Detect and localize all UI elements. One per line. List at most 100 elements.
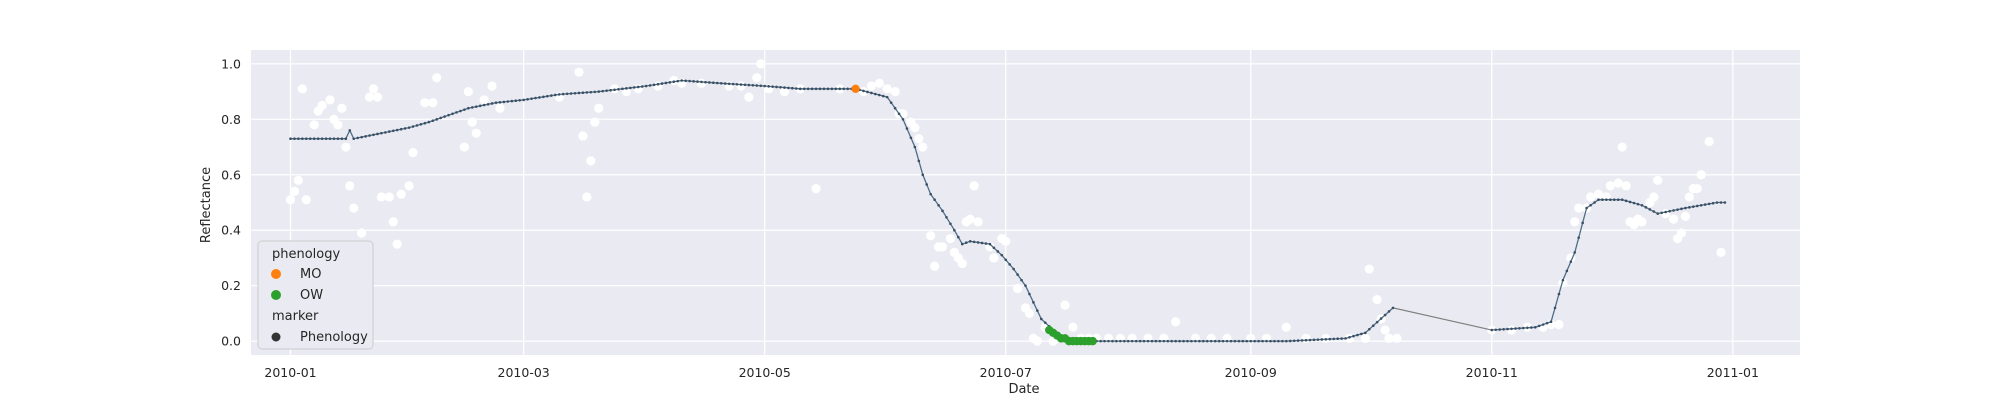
legend: phenology MO OW marker Phenology <box>257 240 374 350</box>
smoothed-point <box>1620 198 1624 202</box>
raw-point <box>918 142 928 152</box>
raw-point <box>937 242 948 252</box>
smoothed-point <box>1680 207 1683 211</box>
smoothed-point <box>636 85 640 89</box>
raw-point <box>1301 333 1311 343</box>
smoothed-point <box>921 173 925 177</box>
smoothed-point <box>1597 198 1600 202</box>
smoothed-point <box>755 84 759 87</box>
smoothed-point <box>364 135 367 138</box>
smoothed-point <box>1522 326 1525 330</box>
smoothed-point <box>577 91 581 95</box>
smoothed-point <box>743 83 747 87</box>
smoothed-point <box>889 101 893 104</box>
raw-point <box>384 192 394 202</box>
smoothed-point <box>1605 198 1608 202</box>
raw-point <box>1001 236 1011 246</box>
raw-point <box>1372 294 1382 305</box>
y-tick-label: 0.2 <box>221 278 241 293</box>
x-tick-label: 2010-07 <box>980 365 1032 380</box>
smoothed-point <box>731 82 735 86</box>
smoothed-point <box>1565 269 1569 273</box>
raw-point <box>1653 175 1663 185</box>
smoothed-point <box>447 113 450 117</box>
smoothed-point <box>727 82 731 86</box>
smoothed-point <box>305 137 308 141</box>
smoothed-point <box>838 87 842 91</box>
smoothed-point <box>783 86 786 89</box>
smoothed-point <box>384 131 387 134</box>
raw-point <box>345 181 355 191</box>
smoothed-point <box>715 81 719 85</box>
smoothed-point <box>1158 339 1162 343</box>
raw-point <box>590 117 600 127</box>
smoothed-point <box>474 105 478 108</box>
smoothed-point <box>431 119 435 123</box>
smoothed-point <box>312 137 316 141</box>
smoothed-point <box>565 92 569 96</box>
smoothed-point <box>443 115 446 118</box>
smoothed-point <box>1585 206 1588 210</box>
raw-point <box>1613 178 1623 188</box>
smoothed-point <box>569 92 573 95</box>
smoothed-point <box>1119 339 1122 343</box>
smoothed-point <box>814 87 818 91</box>
legend-mo-label: MO <box>300 267 321 282</box>
smoothed-point <box>613 88 616 92</box>
smoothed-point <box>1111 339 1114 343</box>
raw-point <box>289 186 300 197</box>
legend-mo-marker <box>271 269 281 279</box>
smoothed-point <box>522 98 525 102</box>
smoothed-point <box>530 97 533 100</box>
smoothed-point <box>1122 339 1126 343</box>
raw-point <box>1692 184 1702 194</box>
smoothed-point <box>494 101 498 104</box>
smoothed-point <box>937 203 940 207</box>
smoothed-point <box>629 86 632 90</box>
smoothed-point <box>652 83 656 87</box>
smoothed-point <box>1561 278 1565 282</box>
smoothed-point <box>455 111 458 114</box>
smoothed-point <box>901 118 905 121</box>
smoothed-point <box>1352 334 1355 338</box>
raw-point <box>372 92 383 102</box>
raw-point <box>1032 336 1042 346</box>
y-tick-label: 0.6 <box>221 167 241 182</box>
raw-point <box>301 195 311 205</box>
smoothed-point <box>470 106 474 109</box>
raw-point <box>874 78 884 88</box>
smoothed-point <box>534 96 537 100</box>
smoothed-point <box>680 79 684 82</box>
smoothed-point <box>719 81 723 85</box>
raw-point <box>578 131 588 141</box>
smoothed-point <box>1537 324 1541 328</box>
smoothed-point <box>415 124 419 127</box>
raw-point <box>969 181 979 191</box>
smoothed-point <box>1593 201 1596 204</box>
smoothed-point <box>1612 198 1616 202</box>
raw-point <box>1364 264 1374 274</box>
smoothed-point <box>467 106 470 110</box>
raw-point <box>408 147 418 158</box>
smoothed-point <box>1205 339 1209 343</box>
smoothed-point <box>546 94 549 98</box>
smoothed-point <box>810 87 814 91</box>
smoothed-point <box>498 100 502 104</box>
smoothed-point <box>1190 339 1193 343</box>
smoothed-point <box>1012 267 1015 271</box>
smoothed-point <box>644 84 648 88</box>
smoothed-point <box>787 86 790 90</box>
smoothed-point <box>1296 339 1300 342</box>
raw-point <box>1696 170 1706 180</box>
smoothed-point <box>1198 339 1201 343</box>
smoothed-point <box>1344 337 1347 340</box>
smoothed-point <box>640 85 644 88</box>
legend-hue-title: phenology <box>272 247 340 262</box>
smoothed-point <box>881 94 885 98</box>
smoothed-point <box>621 87 624 91</box>
smoothed-point <box>1695 204 1699 208</box>
smoothed-point <box>1715 201 1719 204</box>
smoothed-point <box>1245 339 1249 343</box>
smoothed-point <box>818 87 822 91</box>
smoothed-point <box>1545 321 1549 325</box>
